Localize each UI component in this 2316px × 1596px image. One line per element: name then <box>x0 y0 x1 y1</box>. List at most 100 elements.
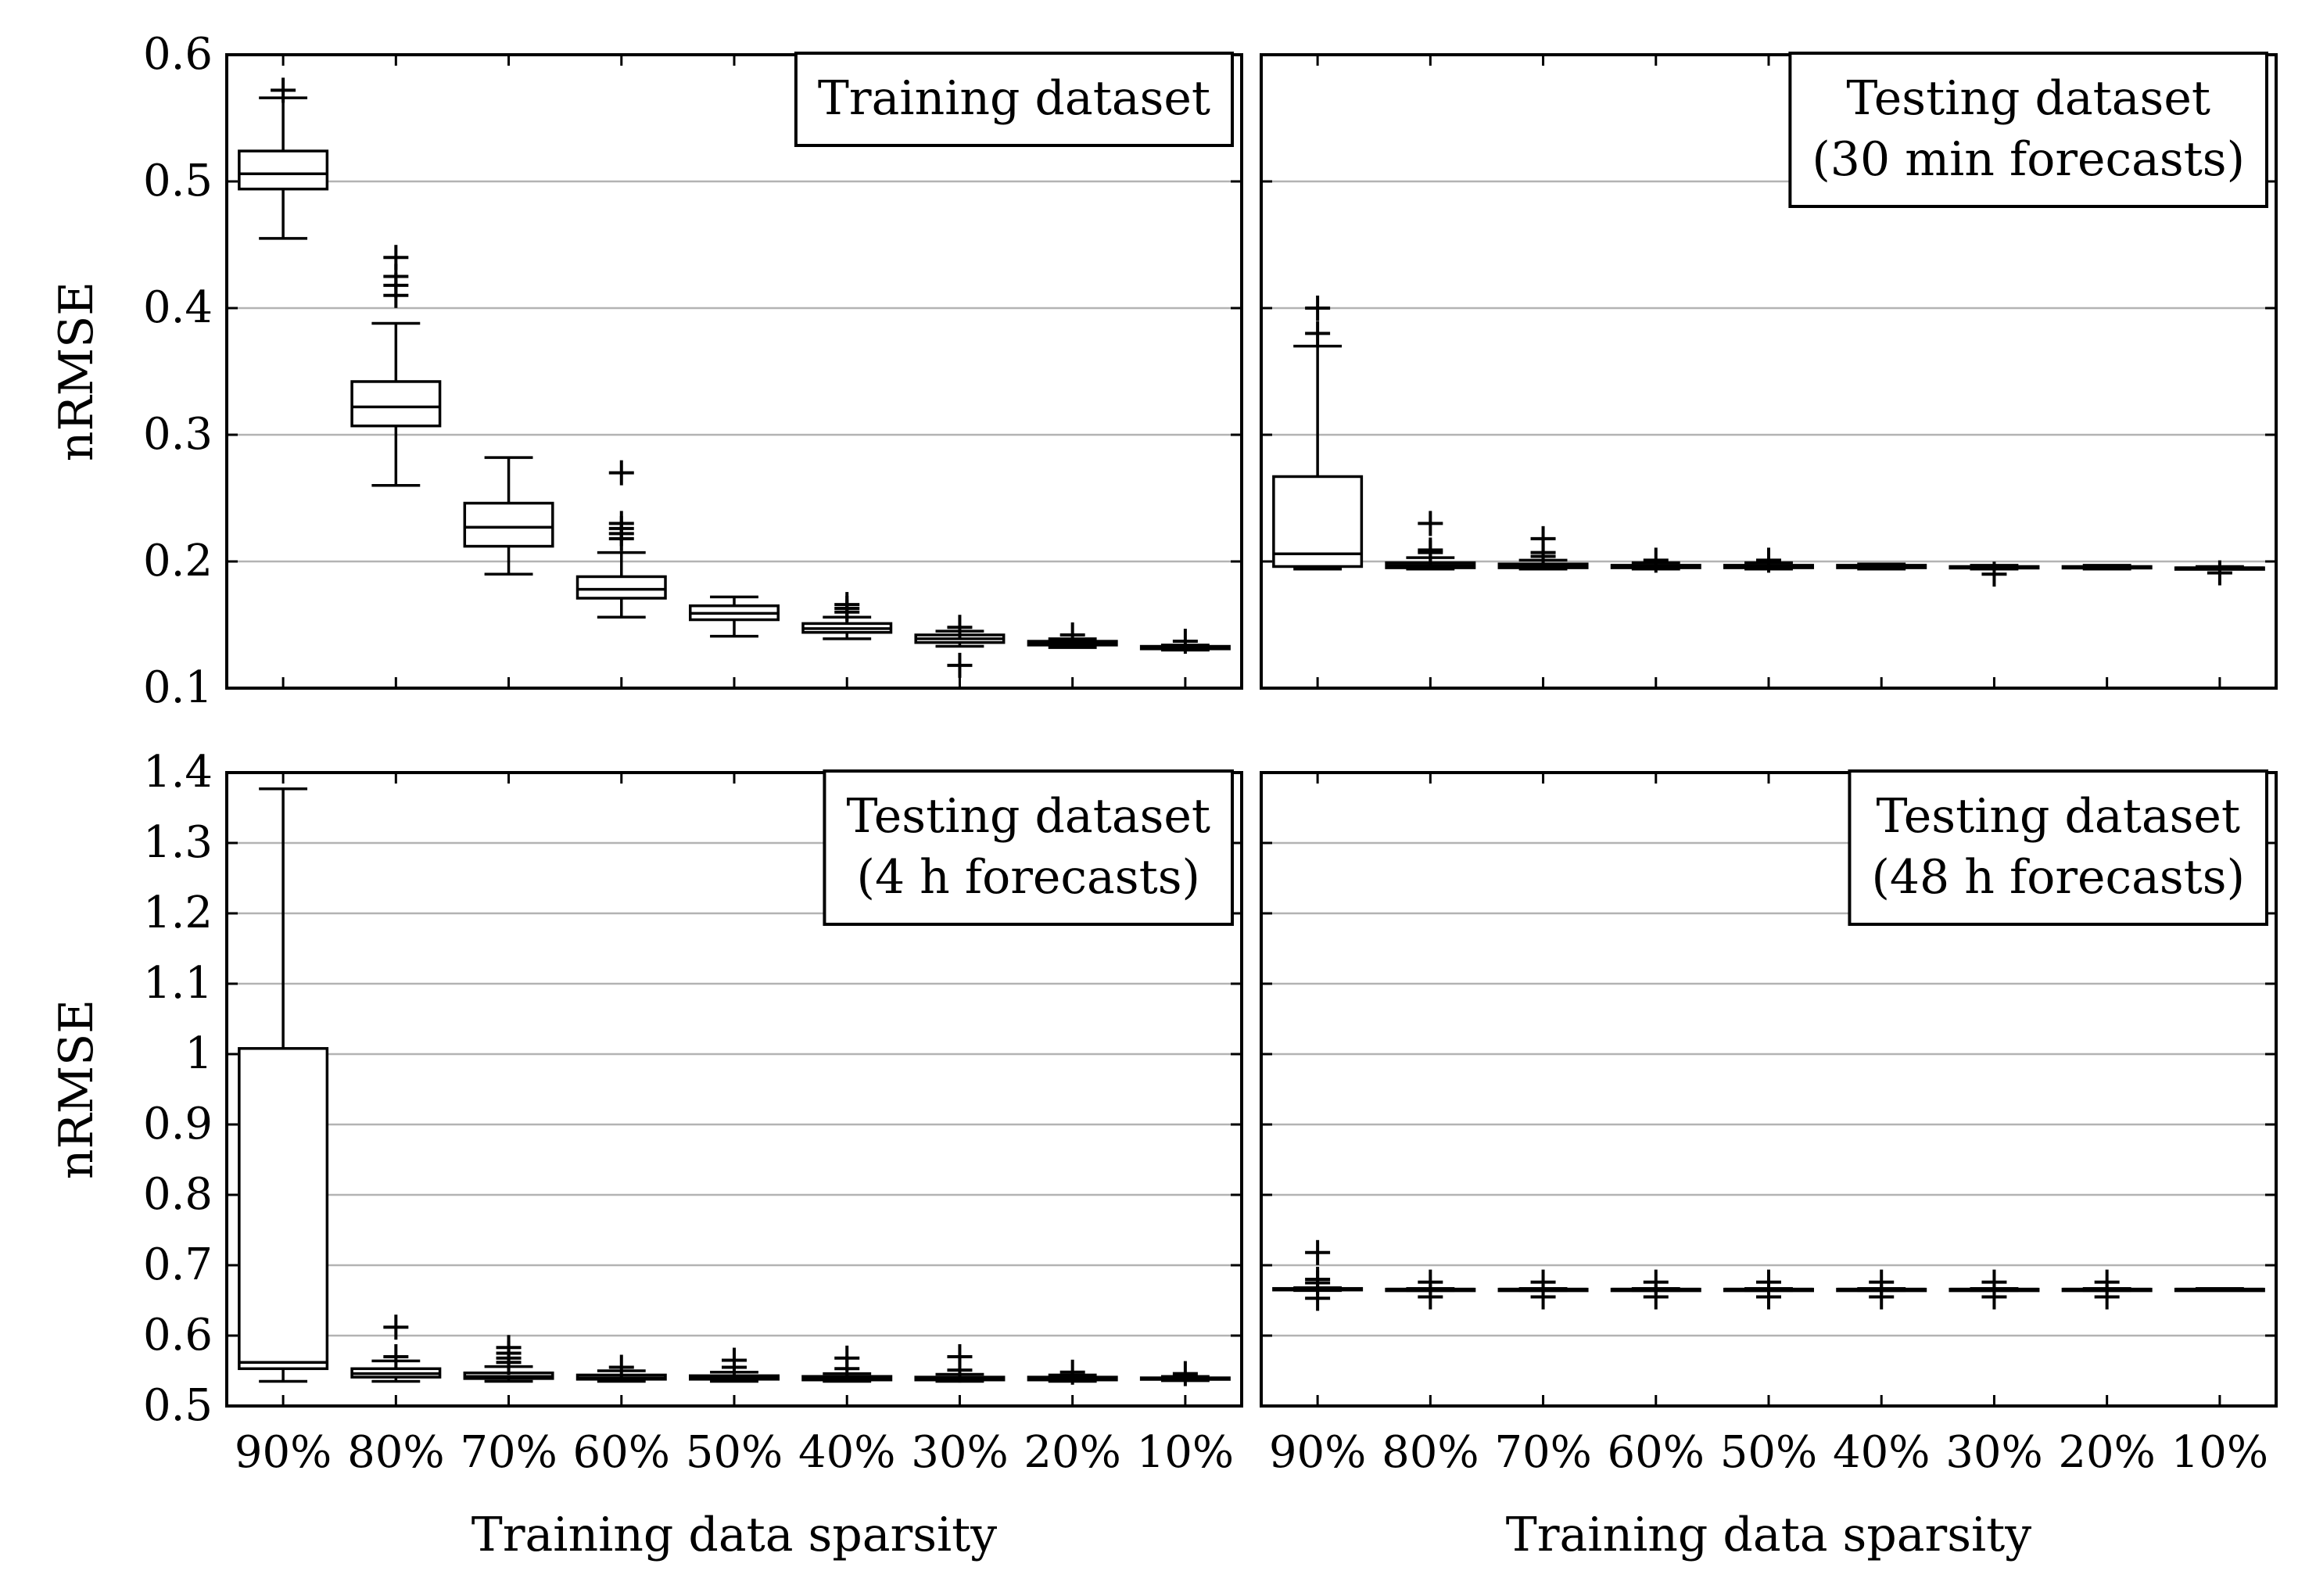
box-20pct <box>1027 622 1118 649</box>
y-tick-label: 0.1 <box>143 662 213 713</box>
box-body <box>238 149 329 191</box>
y-tick-label: 0.7 <box>143 1239 213 1290</box>
box-40pct <box>801 592 893 640</box>
box-body <box>350 380 442 428</box>
box-50pct <box>689 1347 780 1383</box>
box-70pct <box>1497 525 1589 571</box>
outlier-marker <box>383 1314 409 1340</box>
outlier-marker <box>1756 1269 1781 1295</box>
outlier-marker <box>1756 547 1781 573</box>
box-body <box>238 1047 329 1371</box>
box-30pct <box>1949 561 2040 587</box>
outlier-marker <box>834 592 860 618</box>
x-tick-label: 90% <box>235 1427 332 1478</box>
box-60pct <box>1610 547 1701 573</box>
x-tick-label: 60% <box>1608 1427 1705 1478</box>
box-40pct <box>1836 562 1927 571</box>
legend-line: (30 min forecasts) <box>1812 132 2245 187</box>
outlier-marker <box>271 77 296 103</box>
gridlines <box>227 53 1242 690</box>
box-70pct <box>463 456 554 576</box>
y-tick-label: 0.9 <box>143 1099 213 1149</box>
x-tick-label: 60% <box>573 1427 670 1478</box>
legend-frame <box>1848 769 2268 926</box>
legend-line: (48 h forecasts) <box>1871 850 2245 905</box>
outlier-marker <box>1172 1361 1198 1386</box>
y-tick-label: 0.6 <box>143 29 213 80</box>
box-50pct <box>689 595 780 638</box>
box-80pct <box>1385 511 1476 571</box>
legend-line: Training dataset <box>818 71 1210 126</box>
panel-testing-30min: Testing dataset (30 min forecasts) <box>1260 52 2278 690</box>
legend: Testing dataset (4 h forecasts) <box>823 769 1234 926</box>
outlier-marker <box>1869 1269 1895 1295</box>
outlier-marker <box>1643 547 1669 573</box>
y-tick-label: 1.4 <box>143 747 213 798</box>
x-tick-label: 10% <box>1137 1427 1234 1478</box>
box-40pct <box>1836 1269 1927 1310</box>
outlier-marker <box>947 615 973 640</box>
box-40pct <box>801 1345 893 1383</box>
box-90pct <box>238 77 329 240</box>
box-30pct <box>914 615 1006 678</box>
x-tick-label: 20% <box>1024 1427 1120 1478</box>
panel-testing-48h: 90% 80% 70% 60% 50% 40% 30% 20% 10% Training data… <box>1260 769 2278 1562</box>
outlier-marker <box>2094 1269 2120 1295</box>
outlier-marker <box>834 1345 860 1371</box>
x-tick-label: 90% <box>1269 1427 1366 1478</box>
x-axis-title: Training data sparsity <box>1506 1508 2031 1562</box>
legend-line: (4 h forecasts) <box>857 850 1200 905</box>
legend-line: Testing dataset <box>1876 789 2240 844</box>
box-80pct <box>350 245 442 487</box>
legend: Testing dataset (30 min forecasts) <box>1788 52 2268 208</box>
box-80pct <box>1385 1269 1476 1310</box>
box-20pct <box>2061 1269 2153 1310</box>
x-tick-label: 10% <box>2171 1427 2268 1478</box>
legend-frame <box>823 769 1234 926</box>
box-90pct <box>1272 1239 1364 1311</box>
box-70pct <box>1497 1269 1589 1310</box>
box-80pct <box>350 1314 442 1383</box>
x-axis-title: Training data sparsity <box>471 1508 997 1562</box>
outlier-marker <box>2207 560 2232 586</box>
box-body <box>575 575 667 600</box>
x-tick-label: 80% <box>1382 1427 1479 1478</box>
outlier-marker <box>1305 1267 1331 1292</box>
outlier-marker <box>722 1347 747 1373</box>
outlier-marker <box>1418 537 1443 563</box>
x-tick-label: 50% <box>1720 1427 1817 1478</box>
plot-frame <box>225 53 1243 690</box>
box-20pct <box>1027 1359 1118 1385</box>
box-60pct <box>575 1354 667 1383</box>
outlier-marker <box>1643 1269 1669 1295</box>
outlier-marker <box>1305 1239 1331 1265</box>
x-tick-label: 50% <box>686 1427 783 1478</box>
box-10pct <box>2174 560 2265 586</box>
box-10pct <box>1139 629 1231 655</box>
y-tick-label: 0.8 <box>143 1169 213 1220</box>
box-30pct <box>1949 1269 2040 1310</box>
legend: Testing dataset (48 h forecasts) <box>1848 769 2268 926</box>
box-30pct <box>914 1344 1006 1383</box>
panel-training: 0.1 0.2 0.3 0.4 0.5 0.6 nRMSE Training dataset <box>49 29 1243 713</box>
box-10pct <box>2174 1286 2265 1293</box>
y-tick-label: 0.5 <box>143 1380 213 1431</box>
outlier-marker <box>608 1354 634 1380</box>
outlier-marker <box>1418 511 1443 536</box>
outlier-marker <box>1172 629 1198 655</box>
legend-line: Testing dataset <box>846 789 1210 844</box>
outlier-marker <box>1981 561 2007 587</box>
y-tick-label: 1.3 <box>143 817 213 868</box>
box-50pct <box>1723 547 1814 573</box>
box-50pct <box>1723 1269 1814 1310</box>
y-axis-title: nRMSE <box>49 999 104 1179</box>
outlier-marker <box>1530 525 1556 551</box>
box-60pct <box>575 460 667 619</box>
x-tick-label: 80% <box>347 1427 444 1478</box>
y-tick-label: 1.2 <box>143 888 213 938</box>
x-tick-label: 40% <box>798 1427 895 1478</box>
box-90pct <box>238 787 329 1383</box>
outlier-marker <box>496 1335 522 1361</box>
legend-frame <box>1788 52 2268 208</box>
outlier-marker <box>1059 622 1085 647</box>
